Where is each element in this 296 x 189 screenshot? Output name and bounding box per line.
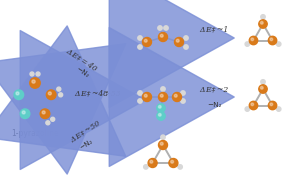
Circle shape xyxy=(184,36,188,40)
Circle shape xyxy=(59,93,63,97)
Circle shape xyxy=(20,109,30,119)
Circle shape xyxy=(175,37,184,46)
Circle shape xyxy=(148,159,157,167)
Circle shape xyxy=(142,92,152,101)
Circle shape xyxy=(14,90,24,100)
Circle shape xyxy=(270,38,273,41)
Circle shape xyxy=(249,101,258,110)
Circle shape xyxy=(249,36,258,45)
Circle shape xyxy=(160,142,163,145)
Text: −N₂: −N₂ xyxy=(74,66,90,78)
Circle shape xyxy=(169,159,178,167)
Circle shape xyxy=(138,91,142,95)
Circle shape xyxy=(138,36,142,40)
Circle shape xyxy=(158,92,168,101)
Text: Δ E‡ = 40: Δ E‡ = 40 xyxy=(65,47,99,73)
Circle shape xyxy=(259,85,267,93)
Circle shape xyxy=(40,109,50,119)
Text: Δ E‡ ~2: Δ E‡ ~2 xyxy=(200,85,229,93)
Circle shape xyxy=(42,111,45,114)
Circle shape xyxy=(157,112,165,120)
Circle shape xyxy=(144,39,147,42)
Circle shape xyxy=(30,78,40,88)
Circle shape xyxy=(160,94,163,97)
Circle shape xyxy=(16,92,19,95)
Circle shape xyxy=(46,90,56,100)
Circle shape xyxy=(164,26,168,30)
Circle shape xyxy=(48,92,52,95)
Text: 1-pyrazoline: 1-pyrazoline xyxy=(11,129,59,138)
Text: Δ E‡ ~50: Δ E‡ ~50 xyxy=(68,119,102,145)
Circle shape xyxy=(261,15,265,19)
Circle shape xyxy=(184,45,188,49)
Circle shape xyxy=(142,37,152,46)
Circle shape xyxy=(268,101,277,110)
Circle shape xyxy=(158,26,162,30)
Circle shape xyxy=(245,42,250,46)
Text: Δ E‡ ~48-53: Δ E‡ ~48-53 xyxy=(74,89,120,97)
Circle shape xyxy=(161,87,165,91)
Circle shape xyxy=(157,104,165,112)
Circle shape xyxy=(251,103,254,106)
Circle shape xyxy=(144,94,147,97)
Circle shape xyxy=(260,22,263,24)
Circle shape xyxy=(181,99,185,103)
Text: −N₂: −N₂ xyxy=(78,138,94,150)
Circle shape xyxy=(173,92,181,101)
Circle shape xyxy=(268,36,277,45)
Circle shape xyxy=(251,38,254,41)
Circle shape xyxy=(57,87,61,91)
Circle shape xyxy=(276,107,281,111)
Circle shape xyxy=(150,160,153,163)
Circle shape xyxy=(245,107,250,111)
Circle shape xyxy=(261,80,265,84)
Circle shape xyxy=(276,42,281,46)
Circle shape xyxy=(22,111,25,114)
Circle shape xyxy=(158,33,168,42)
Circle shape xyxy=(161,135,165,139)
Circle shape xyxy=(30,72,34,76)
Circle shape xyxy=(158,140,168,149)
Circle shape xyxy=(51,117,55,121)
Circle shape xyxy=(181,91,185,95)
Circle shape xyxy=(32,80,35,83)
Circle shape xyxy=(36,72,40,76)
Circle shape xyxy=(171,160,173,163)
Circle shape xyxy=(158,105,161,108)
Circle shape xyxy=(46,121,50,125)
Circle shape xyxy=(259,20,267,28)
Circle shape xyxy=(176,39,179,42)
Circle shape xyxy=(174,94,177,97)
Circle shape xyxy=(138,45,142,49)
Circle shape xyxy=(160,34,163,37)
Circle shape xyxy=(158,113,161,116)
Circle shape xyxy=(178,165,182,169)
Circle shape xyxy=(144,165,148,169)
Text: Δ E‡ ~1: Δ E‡ ~1 xyxy=(200,25,229,33)
Circle shape xyxy=(260,87,263,89)
Circle shape xyxy=(138,99,142,103)
Text: −N₂: −N₂ xyxy=(207,102,221,108)
Circle shape xyxy=(270,103,273,106)
